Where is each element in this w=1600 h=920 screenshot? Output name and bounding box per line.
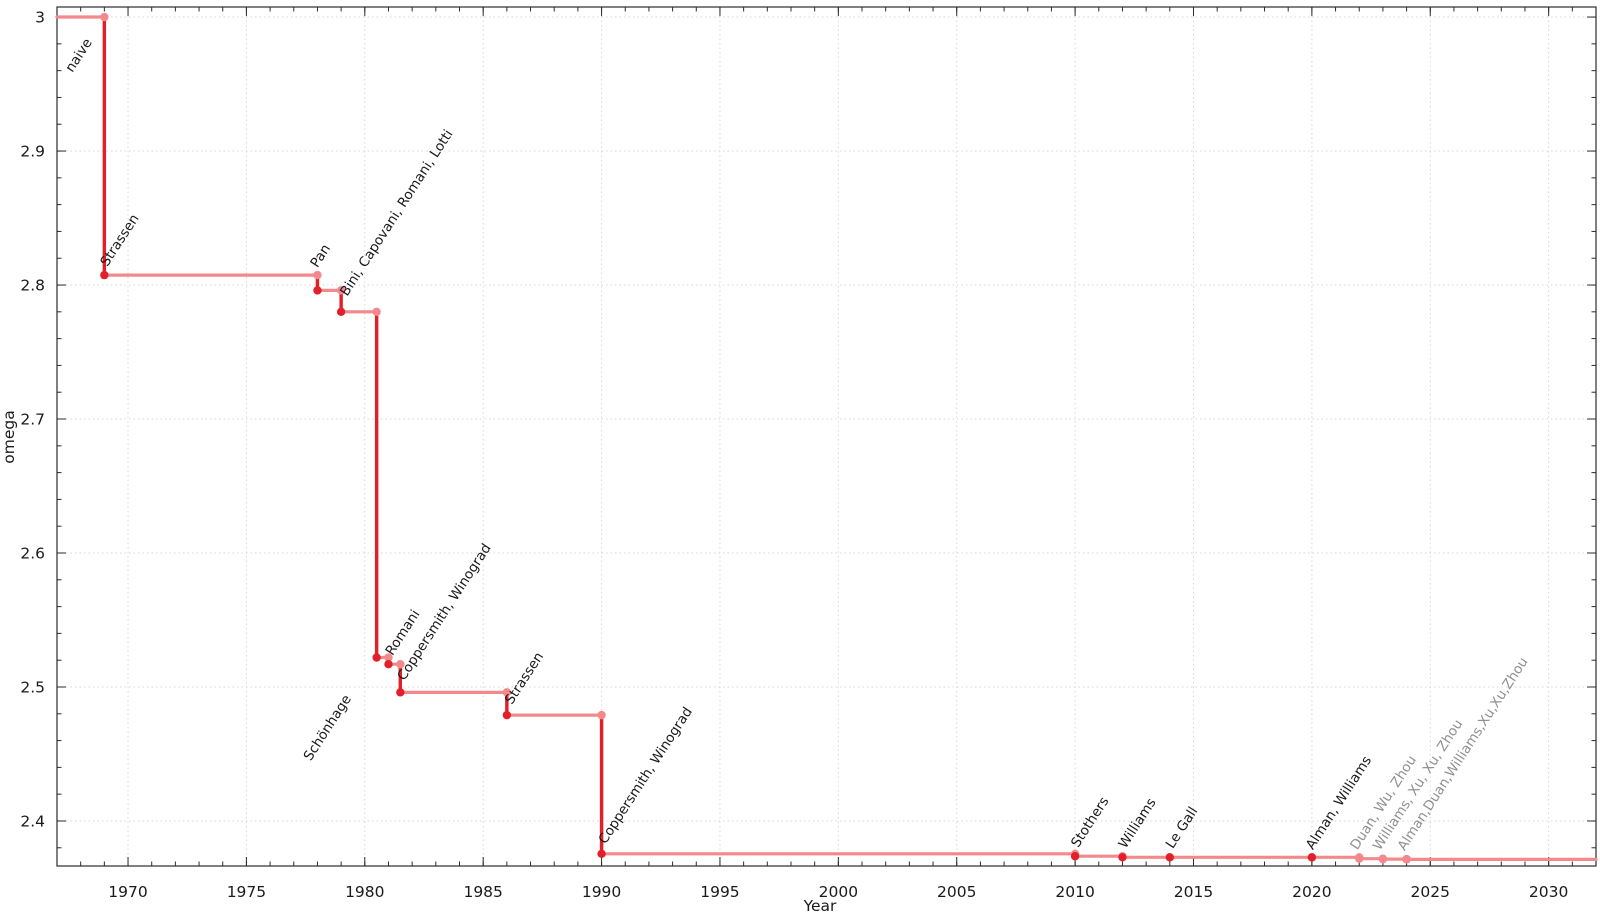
y-tick-label: 3 xyxy=(35,9,45,27)
previous-value-marker xyxy=(336,286,346,295)
previous-value-marker xyxy=(372,307,381,317)
record-value-marker xyxy=(313,286,322,295)
record-value-marker xyxy=(384,660,393,669)
point-annotations: naive Strassen Pan Bini, Capovani, Romani, … xyxy=(62,36,1531,854)
record-value-marker xyxy=(1118,853,1127,862)
x-tick-label: 2000 xyxy=(819,883,858,901)
x-tick-label: 1990 xyxy=(582,883,621,901)
axis-ticks xyxy=(56,7,1597,866)
record-value-marker xyxy=(1070,852,1080,861)
x-axis-title: Year xyxy=(803,897,837,915)
y-tick-label: 2.7 xyxy=(20,411,45,429)
x-tick-label: 2020 xyxy=(1292,883,1331,901)
omega-step-series xyxy=(55,15,1598,861)
record-value-marker xyxy=(1307,853,1317,862)
x-tick-label: 2030 xyxy=(1529,883,1568,901)
x-tick-label: 1980 xyxy=(345,883,384,901)
record-value-marker xyxy=(597,849,606,859)
point-annotation: Strassen xyxy=(502,649,547,707)
record-value-marker xyxy=(502,710,512,720)
point-annotation: Alman,Duan,Williams,Xu,Xu,Zhou xyxy=(1395,655,1532,854)
x-tick-label: 1970 xyxy=(108,883,147,901)
record-value-marker xyxy=(336,307,346,317)
previous-value-marker xyxy=(396,660,405,669)
previous-value-marker xyxy=(384,653,393,662)
record-value-marker xyxy=(396,688,405,697)
x-tick-label: 2025 xyxy=(1411,883,1450,901)
x-tick-label: 1995 xyxy=(700,883,739,901)
record-value-marker xyxy=(100,270,109,280)
record-value-marker xyxy=(1402,855,1411,864)
step-line xyxy=(55,15,1598,861)
point-annotation: Coppersmith, Winograd xyxy=(596,704,696,847)
x-tick-label: 1975 xyxy=(227,883,266,901)
point-annotation: Pan xyxy=(307,241,334,270)
record-value-marker xyxy=(1355,854,1364,863)
previous-value-marker xyxy=(597,710,606,720)
record-value-marker xyxy=(1378,854,1388,864)
tick-labels: 1970 1975 1980 1985 1990 1995 2000 2005 2010 2015… xyxy=(20,9,1568,901)
y-tick-label: 2.5 xyxy=(20,678,45,696)
y-tick-label: 2.8 xyxy=(20,277,45,295)
y-tick-label: 2.9 xyxy=(20,143,45,161)
point-annotation: Schönhage xyxy=(301,692,355,764)
x-tick-label: 2010 xyxy=(1055,883,1094,901)
point-annotation: Williams xyxy=(1115,795,1159,851)
point-annotation: Bini, Capovani, Romani, Lotti xyxy=(337,127,457,299)
plot-frame xyxy=(56,6,1597,867)
grid-lines xyxy=(57,7,1596,866)
data-point-markers xyxy=(100,12,1411,864)
plot-border xyxy=(56,6,1597,867)
y-tick-label: 2.6 xyxy=(20,545,45,563)
y-tick-label: 2.4 xyxy=(20,812,45,830)
y-axis-title: omega xyxy=(0,410,18,463)
previous-value-marker xyxy=(313,270,322,280)
point-annotation: Le Gall xyxy=(1163,804,1202,851)
previous-value-marker xyxy=(100,12,109,22)
x-tick-label: 1985 xyxy=(463,883,502,901)
point-annotation: naive xyxy=(62,36,96,76)
previous-value-marker xyxy=(502,688,512,697)
x-tick-label: 2015 xyxy=(1174,883,1213,901)
record-value-marker xyxy=(372,653,381,662)
record-value-marker xyxy=(1165,853,1175,862)
x-tick-label: 2005 xyxy=(937,883,976,901)
